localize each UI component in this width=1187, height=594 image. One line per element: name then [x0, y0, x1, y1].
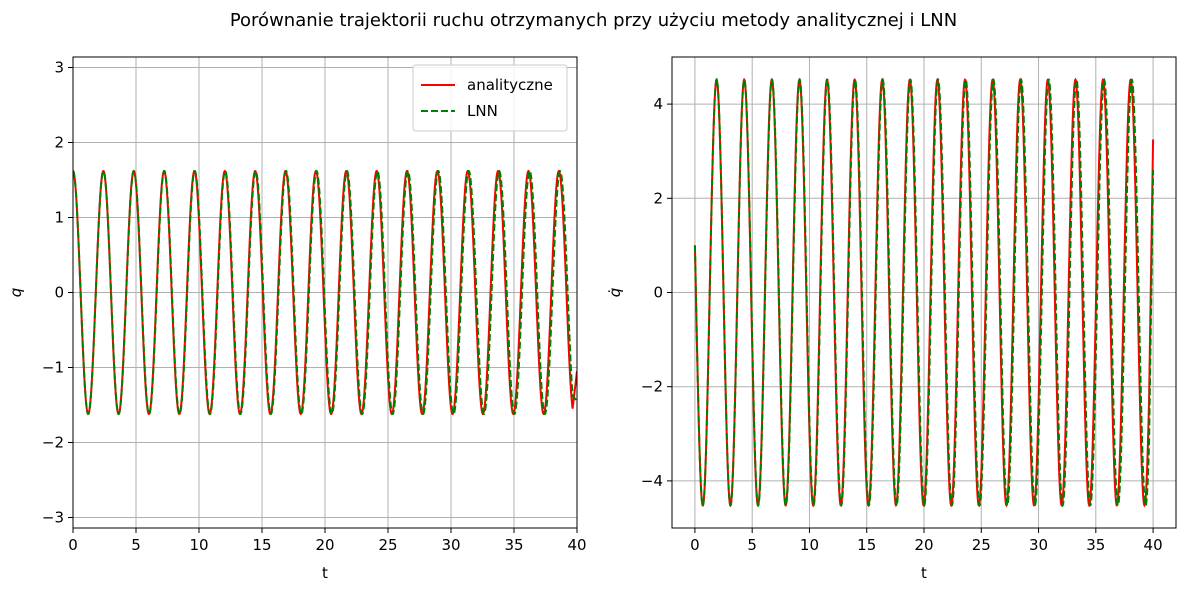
y-tick-label: 0	[653, 284, 663, 302]
y-tick-label: 2	[54, 134, 64, 152]
x-tick-label: 10	[189, 536, 208, 554]
x-axis-label: t	[921, 564, 927, 582]
subplot-2: 0 5 10 15 20 25 30 35 40 −4 −2 0 2 4 t q̇	[606, 56, 1177, 582]
x-tick-label: 30	[1029, 536, 1048, 554]
x-tick-label: 30	[441, 536, 460, 554]
y-axis-label: q	[7, 288, 25, 298]
series-line-lnn	[73, 169, 577, 416]
x-axis-label: t	[322, 564, 328, 582]
series-group	[73, 169, 577, 416]
x-tick-label: 25	[972, 536, 991, 554]
y-tick-label: −4	[641, 472, 663, 490]
y-tick-label: 0	[54, 284, 64, 302]
x-tick-label: 5	[131, 536, 141, 554]
x-tick-label: 40	[567, 536, 586, 554]
y-tick-label: 3	[54, 59, 64, 77]
x-tick-label: 5	[747, 536, 757, 554]
x-tick-label: 10	[800, 536, 819, 554]
y-tick-label: −2	[42, 434, 64, 452]
y-tick-label: 1	[54, 209, 64, 227]
y-tick-label: −2	[641, 378, 663, 396]
y-axis-label: q̇	[606, 288, 624, 298]
figure-title: Porównanie trajektorii ruchu otrzymanych…	[229, 10, 958, 31]
series-group	[693, 77, 1155, 508]
series-line-lnn	[693, 77, 1155, 508]
legend-label-analityczne: analityczne	[467, 76, 553, 94]
x-tick-label: 40	[1144, 536, 1163, 554]
y-tick-label: −1	[42, 359, 64, 377]
legend: analityczne LNN	[412, 64, 568, 132]
y-tick-label: 4	[653, 95, 663, 113]
legend-label-lnn: LNN	[467, 102, 498, 120]
x-tick-label: 20	[315, 536, 334, 554]
y-tick-label: −3	[42, 509, 64, 527]
x-tick-label: 15	[857, 536, 876, 554]
x-tick-label: 20	[914, 536, 933, 554]
x-tick-label: 35	[504, 536, 523, 554]
x-tick-label: 15	[252, 536, 271, 554]
subplot-1: 0 5 10 15 20 25 30 35 40 −3 −2 −1 0 1 2 3 t q analityczne L…	[7, 56, 587, 582]
legend-box	[412, 64, 568, 132]
x-tick-label: 0	[690, 536, 700, 554]
x-tick-label: 25	[378, 536, 397, 554]
y-tick-label: 2	[653, 189, 663, 207]
x-tick-label: 0	[68, 536, 78, 554]
x-tick-label: 35	[1086, 536, 1105, 554]
